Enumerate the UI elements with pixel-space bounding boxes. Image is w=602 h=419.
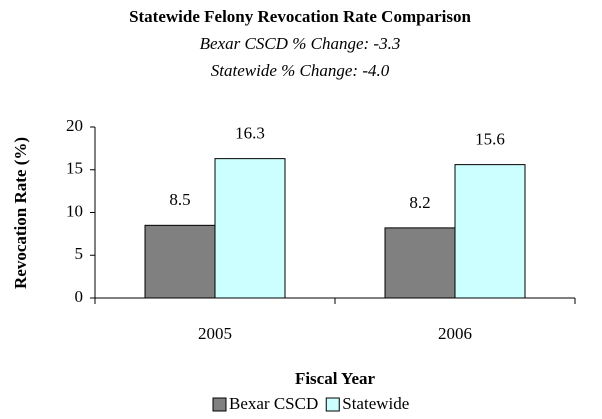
x-tick-label: 2005 xyxy=(198,324,232,343)
bar xyxy=(144,224,216,299)
chart-subtitle: Statewide % Change: -4.0 xyxy=(211,61,390,80)
data-label: 8.2 xyxy=(409,193,430,212)
bar xyxy=(454,164,526,299)
legend-swatch xyxy=(212,397,227,412)
legend-label: Bexar CSCD xyxy=(229,394,318,413)
data-label: 16.3 xyxy=(235,124,265,143)
bar xyxy=(384,227,456,299)
x-axis-label: Fiscal Year xyxy=(295,369,376,388)
y-tick-label: 10 xyxy=(66,201,83,220)
y-axis-label: Revocation Rate (%) xyxy=(11,137,30,289)
y-tick-label: 20 xyxy=(66,116,83,135)
chart-subtitle: Bexar CSCD % Change: -3.3 xyxy=(200,34,401,53)
y-tick-label: 5 xyxy=(75,244,84,263)
bar xyxy=(214,158,286,299)
x-tick-label: 2006 xyxy=(438,324,472,343)
legend-label: Statewide xyxy=(342,394,409,413)
y-tick-label: 0 xyxy=(75,287,84,306)
legend-swatch xyxy=(325,397,340,412)
data-label: 15.6 xyxy=(475,130,505,149)
chart-title: Statewide Felony Revocation Rate Compari… xyxy=(129,7,471,26)
y-tick-label: 15 xyxy=(66,159,83,178)
data-label: 8.5 xyxy=(169,190,190,209)
